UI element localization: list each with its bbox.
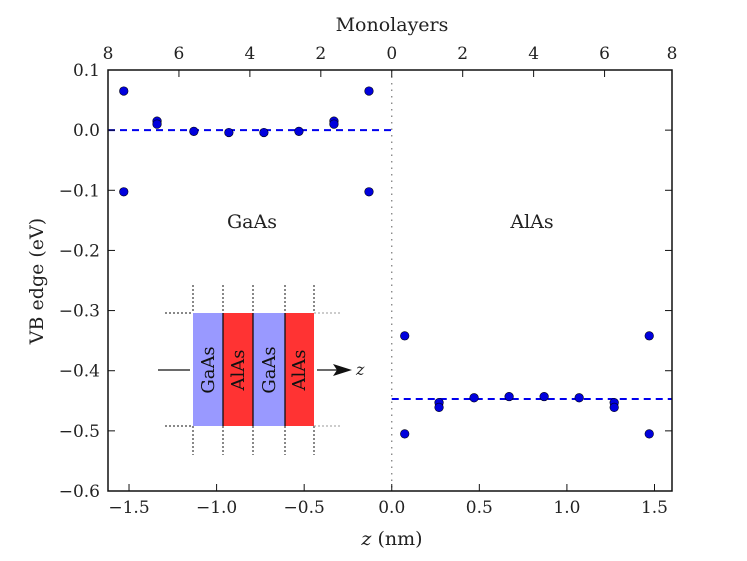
data-point (434, 402, 444, 413)
top-tick-label: 4 (528, 44, 539, 64)
inset-label-alas-2: AlAs (289, 350, 310, 392)
top-tick-label: 8 (103, 44, 114, 64)
data-point (644, 331, 654, 341)
data-point (609, 402, 619, 413)
top-tick-label: 2 (315, 44, 326, 64)
x-tick-label: −1.0 (196, 498, 237, 518)
top-tick-label: 2 (457, 44, 468, 64)
data-point (294, 126, 304, 136)
inset-label-gaas-2: GaAs (259, 346, 280, 393)
y-tick-label: −0.2 (59, 241, 100, 261)
y-tick-label: −0.6 (59, 482, 100, 502)
y-tick-label: −0.5 (59, 422, 100, 442)
data-point (224, 127, 234, 138)
data-point (119, 86, 129, 96)
top-tick-label: 4 (244, 44, 255, 64)
data-point (574, 393, 584, 403)
data-point (364, 187, 374, 197)
data-point (400, 429, 410, 439)
chart-marks (108, 70, 672, 491)
inset-layer-alas-1 (223, 313, 253, 426)
data-point (400, 331, 410, 341)
ticks: −1.5 −1.0 −0.5 0.0 0.5 1.0 1.5 0.1 0.0 −0.1 −0.2 −0… (59, 44, 678, 518)
x-tick-label: −1.5 (108, 498, 149, 518)
data-point (189, 126, 199, 136)
x-tick-label: 0.5 (466, 498, 493, 518)
inset-z-label: z (355, 360, 365, 379)
plot-frame (107, 69, 673, 492)
arrow-head-icon (333, 364, 352, 376)
y-axis-label: VB edge (eV) (26, 218, 48, 345)
inset-label-gaas-1: GaAs (198, 346, 219, 393)
inset-layer-alas-2 (285, 313, 314, 426)
data-point (329, 119, 339, 129)
top-axis-label: Monolayers (336, 14, 449, 36)
inset-layer-gaas-2 (253, 313, 285, 426)
inset-diagram: z GaAs AlAs GaAs AlAs (158, 285, 365, 455)
annotation-alas: AlAs (509, 211, 553, 233)
top-tick-label: 8 (667, 44, 678, 64)
y-tick-label: 0.1 (73, 61, 100, 81)
x-axis-label: z (nm) (360, 528, 422, 550)
top-tick-label: 6 (599, 44, 610, 64)
data-point (469, 393, 479, 403)
inset-label-alas-1: AlAs (228, 350, 249, 392)
x-tick-label: 1.0 (553, 498, 580, 518)
y-tick-label: −0.1 (59, 181, 100, 201)
data-point (119, 187, 129, 197)
data-point (259, 127, 269, 138)
data-point (152, 119, 162, 129)
y-tick-label: −0.4 (59, 362, 100, 382)
x-tick-label: 1.5 (641, 498, 668, 518)
top-tick-label: 6 (174, 44, 185, 64)
inset-layer-gaas-1 (193, 313, 223, 426)
data-point (364, 86, 374, 96)
x-tick-label: −0.5 (284, 498, 325, 518)
data-point (504, 391, 514, 402)
top-tick-label: 0 (386, 44, 397, 64)
data-point (539, 391, 549, 402)
y-tick-label: −0.3 (59, 302, 100, 322)
data-point (644, 429, 654, 439)
x-tick-label: 0.0 (378, 498, 405, 518)
y-tick-label: 0.0 (73, 121, 100, 141)
annotation-gaas: GaAs (227, 211, 277, 233)
